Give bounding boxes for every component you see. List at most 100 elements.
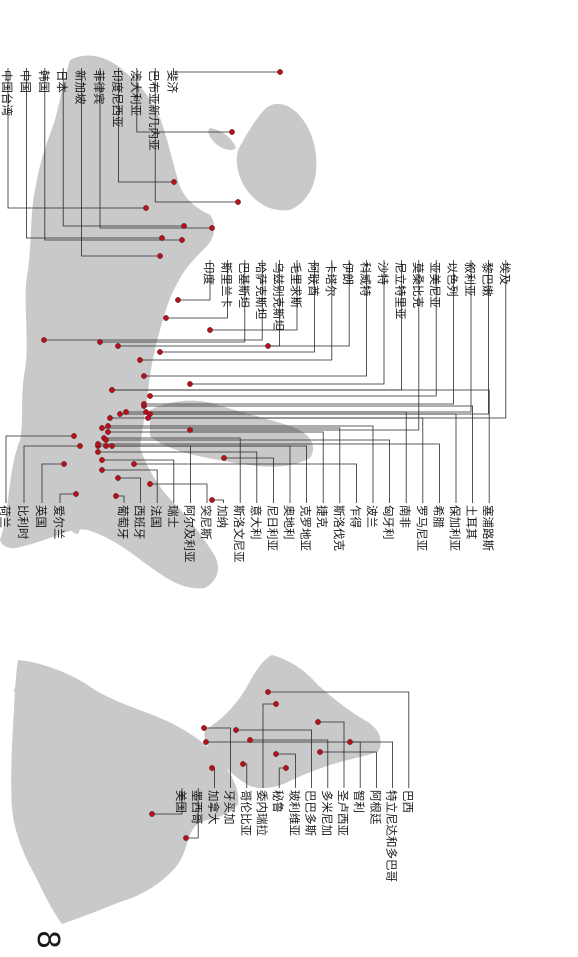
leader-line bbox=[250, 739, 329, 788]
country-marker bbox=[187, 427, 193, 433]
country-label: 匈牙利 bbox=[382, 505, 396, 540]
country-label: 亚美尼亚 bbox=[428, 262, 442, 308]
country-marker bbox=[145, 415, 151, 421]
country-label: 南非 bbox=[398, 505, 412, 528]
leader-line bbox=[144, 260, 368, 377]
leader-line bbox=[108, 425, 374, 503]
country-label: 巴西 bbox=[401, 790, 415, 813]
country-label: 乍得 bbox=[348, 505, 362, 528]
country-marker bbox=[233, 727, 239, 733]
country-label: 克罗地亚 bbox=[299, 505, 313, 551]
leader-line bbox=[104, 437, 241, 503]
country-marker bbox=[283, 765, 289, 771]
country-marker bbox=[265, 689, 271, 695]
leader-line bbox=[140, 260, 333, 361]
country-marker bbox=[131, 461, 137, 467]
leader-line bbox=[150, 483, 208, 503]
country-label: 斯里兰卡 bbox=[219, 262, 233, 308]
land-indonesia bbox=[208, 128, 236, 151]
country-label: 哥伦比亚 bbox=[239, 790, 253, 836]
leader-line bbox=[318, 721, 345, 788]
country-marker bbox=[273, 751, 279, 757]
country-label: 巴巴多斯 bbox=[304, 790, 318, 836]
country-label: 美国 bbox=[174, 790, 188, 813]
country-label: 韩国 bbox=[37, 70, 51, 93]
country-marker bbox=[187, 381, 193, 387]
leader-line bbox=[136, 68, 232, 133]
country-marker bbox=[209, 497, 215, 503]
leader-line bbox=[262, 703, 276, 788]
country-label: 埃及 bbox=[498, 262, 512, 285]
country-label: 牙买加 bbox=[223, 790, 237, 825]
country-marker bbox=[157, 349, 163, 355]
leader-line bbox=[108, 431, 324, 503]
country-label: 西班牙 bbox=[133, 505, 147, 540]
country-marker bbox=[113, 493, 119, 499]
country-marker bbox=[123, 409, 129, 415]
leader-lines bbox=[5, 68, 507, 839]
country-label: 瑞士 bbox=[166, 505, 180, 528]
country-label: 澳大利亚 bbox=[129, 70, 143, 116]
country-marker bbox=[203, 739, 209, 745]
country-label: 罗马尼亚 bbox=[415, 505, 429, 551]
country-label: 捷克 bbox=[315, 505, 329, 528]
country-label: 圣卢西亚 bbox=[336, 790, 350, 836]
leader-line bbox=[154, 68, 238, 203]
country-label: 中国台湾 bbox=[0, 70, 14, 116]
country-label: 特立尼达和多巴哥 bbox=[385, 790, 399, 882]
country-label: 巴布亚新几内亚 bbox=[147, 70, 161, 151]
country-marker bbox=[273, 701, 279, 707]
land-greenland bbox=[14, 662, 36, 703]
leader-line bbox=[160, 260, 315, 353]
leader-line bbox=[25, 68, 162, 239]
country-label: 波兰 bbox=[365, 505, 379, 528]
country-label: 斯洛伐克 bbox=[332, 505, 346, 551]
leader-line bbox=[5, 435, 74, 503]
country-marker bbox=[115, 343, 121, 349]
country-marker bbox=[209, 765, 215, 771]
page-number: 8 bbox=[30, 930, 65, 949]
leader-line bbox=[178, 260, 211, 301]
country-label: 尼立特里亚 bbox=[393, 262, 407, 320]
country-marker bbox=[107, 415, 113, 421]
country-label: 土耳其 bbox=[465, 505, 479, 540]
leader-line bbox=[150, 260, 489, 415]
leader-line bbox=[236, 729, 313, 788]
country-marker bbox=[163, 315, 169, 321]
country-marker bbox=[201, 725, 207, 731]
country-marker bbox=[265, 343, 271, 349]
country-label: 塞浦路斯 bbox=[481, 505, 495, 551]
country-marker bbox=[277, 69, 283, 75]
country-marker bbox=[235, 199, 241, 205]
country-marker bbox=[61, 461, 67, 467]
leader-line bbox=[102, 427, 341, 503]
leader-line bbox=[268, 691, 410, 788]
country-label: 斐济 bbox=[166, 70, 180, 93]
leader-line bbox=[102, 459, 175, 503]
country-marker bbox=[41, 337, 47, 343]
country-label: 希腊 bbox=[431, 505, 445, 528]
country-label: 爱尔兰 bbox=[52, 505, 66, 540]
country-marker bbox=[99, 457, 105, 463]
land-japan bbox=[115, 160, 128, 199]
country-label: 毛里求斯 bbox=[289, 262, 303, 308]
leader-line bbox=[59, 493, 76, 503]
country-labels: 美国 墨西哥 加拿大 牙买加 哥伦比亚 委内瑞拉 秘鲁 玻利维亚 巴巴多斯 多米尼加 圣卢西亚 智利阿… bbox=[0, 70, 512, 882]
country-label: 秘鲁 bbox=[271, 790, 285, 813]
land-australia bbox=[236, 103, 317, 211]
country-marker bbox=[147, 393, 153, 399]
country-marker bbox=[105, 429, 111, 435]
country-marker bbox=[137, 357, 143, 363]
leader-line bbox=[134, 463, 357, 503]
country-marker bbox=[147, 481, 153, 487]
country-marker bbox=[149, 811, 155, 817]
country-marker bbox=[95, 449, 101, 455]
leader-line bbox=[212, 499, 225, 503]
leader-line bbox=[148, 260, 507, 419]
country-marker bbox=[109, 387, 115, 393]
country-label: 墨西哥 bbox=[190, 790, 204, 825]
leader-line bbox=[41, 463, 64, 503]
leader-line bbox=[144, 260, 455, 405]
country-label: 沙特 bbox=[376, 262, 390, 285]
